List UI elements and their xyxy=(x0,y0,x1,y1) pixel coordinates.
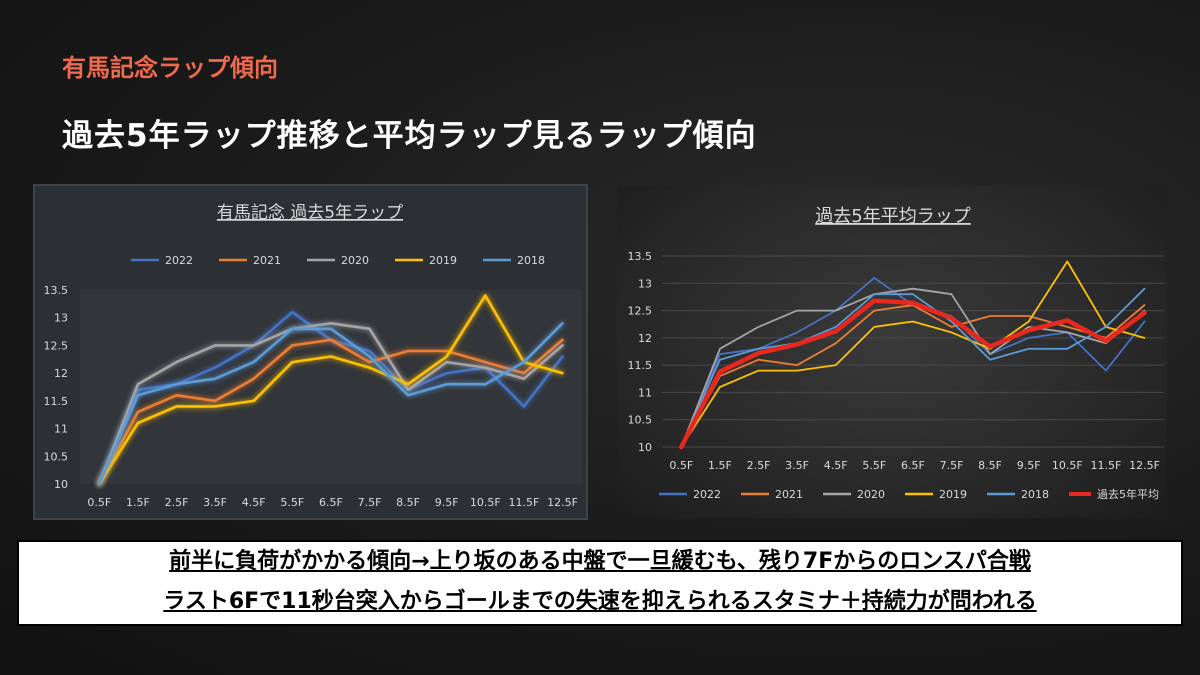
series-line-2019 xyxy=(98,294,564,486)
chart-title: 過去5年平均ラップ xyxy=(815,206,970,227)
x-tick-label-11: 11.5F xyxy=(508,496,539,509)
legend-label-2021: 2021 xyxy=(775,488,803,501)
legend-label-2019: 2019 xyxy=(429,254,457,267)
y-tick-label-3: 11.5 xyxy=(44,395,69,408)
x-tick-label-12: 12.5F xyxy=(1129,459,1160,472)
x-tick-label-5: 5.5F xyxy=(280,496,304,509)
x-tick-label-3: 3.5F xyxy=(785,459,809,472)
y-tick-label-5: 12.5 xyxy=(628,305,653,318)
x-tick-label-1: 1.5F xyxy=(708,459,732,472)
x-tick-label-12: 12.5F xyxy=(547,496,578,509)
y-tick-label-5: 12.5 xyxy=(44,339,69,352)
y-tick-label-0: 10 xyxy=(638,441,652,454)
legend-label-2022: 2022 xyxy=(165,254,193,267)
series-line-2018 xyxy=(680,287,1146,448)
y-tick-label-2: 11 xyxy=(54,423,68,436)
x-tick-label-5: 5.5F xyxy=(862,459,886,472)
y-tick-label-1: 10.5 xyxy=(44,450,69,463)
legend-label-2018: 2018 xyxy=(517,254,545,267)
y-tick-label-2: 11 xyxy=(638,386,652,399)
x-tick-label-4: 4.5F xyxy=(824,459,848,472)
x-tick-label-8: 8.5F xyxy=(978,459,1002,472)
x-tick-label-2: 2.5F xyxy=(747,459,771,472)
y-tick-label-3: 11.5 xyxy=(628,359,653,372)
series-line-2019 xyxy=(680,260,1146,448)
x-tick-label-6: 6.5F xyxy=(901,459,925,472)
x-tick-label-0: 0.5F xyxy=(669,459,693,472)
legend-label-2021: 2021 xyxy=(253,254,281,267)
series-line-2018 xyxy=(98,322,564,486)
x-tick-label-0: 0.5F xyxy=(87,496,111,509)
legend-label-2018: 2018 xyxy=(1021,488,1049,501)
x-tick-label-10: 10.5F xyxy=(1052,459,1083,472)
x-tick-label-3: 3.5F xyxy=(203,496,227,509)
y-tick-label-7: 13.5 xyxy=(628,250,653,263)
chart-panel-average: 過去5年平均ラップ 10 10.5 11 11.5 12 12.5 13 13.5 0.5F 1.5… xyxy=(617,186,1167,518)
yearly-laps-chart: 有馬記念 過去5年ラップ 10 10.5 11 11.5 12 12.5 13 13.5 0.5F… xyxy=(44,202,582,509)
caption-box: 前半に負荷がかかる傾向→上り坂のある中盤で一旦緩むも、残り7Fからのロンスパ合戦… xyxy=(17,540,1183,626)
legend-label-average: 過去5年平均 xyxy=(1097,487,1159,501)
x-tick-label-8: 8.5F xyxy=(396,496,420,509)
x-tick-label-6: 6.5F xyxy=(319,496,343,509)
x-tick-label-10: 10.5F xyxy=(470,496,501,509)
y-tick-label-6: 13 xyxy=(638,277,652,290)
y-tick-label-4: 12 xyxy=(54,367,68,380)
caption-line-1: 前半に負荷がかかる傾向→上り坂のある中盤で一旦緩むも、残り7Fからのロンスパ合戦 xyxy=(169,549,1031,574)
series-line-average xyxy=(679,298,1147,450)
chart-panel-yearly: 有馬記念 過去5年ラップ 10 10.5 11 11.5 12 12.5 13 13.5 0.5F… xyxy=(33,184,588,520)
y-tick-label-1: 10.5 xyxy=(628,414,653,427)
series-line-2020 xyxy=(680,287,1146,448)
y-tick-label-4: 12 xyxy=(638,332,652,345)
x-tick-label-9: 9.5F xyxy=(1017,459,1041,472)
x-tick-label-7: 7.5F xyxy=(358,496,382,509)
legend: 2022 2021 2020 2019 2018 xyxy=(131,254,545,267)
x-tick-label-7: 7.5F xyxy=(940,459,964,472)
page-subtitle: 有馬記念ラップ傾向 xyxy=(62,54,278,82)
page-title: 過去5年ラップ推移と平均ラップ見るラップ傾向 xyxy=(62,118,757,154)
chart-title: 有馬記念 過去5年ラップ xyxy=(217,202,403,223)
y-tick-label-7: 13.5 xyxy=(44,284,69,297)
legend-label-2020: 2020 xyxy=(341,254,369,267)
average-laps-chart: 過去5年平均ラップ 10 10.5 11 11.5 12 12.5 13 13.5 0.5F 1.5… xyxy=(628,206,1164,501)
legend-label-2022: 2022 xyxy=(693,488,721,501)
series-line-2021 xyxy=(98,338,564,486)
x-tick-label-9: 9.5F xyxy=(435,496,459,509)
legend-label-2020: 2020 xyxy=(857,488,885,501)
legend-label-2019: 2019 xyxy=(939,488,967,501)
x-tick-label-1: 1.5F xyxy=(126,496,150,509)
series-line-2020 xyxy=(98,322,564,486)
y-tick-label-6: 13 xyxy=(54,312,68,325)
x-tick-label-2: 2.5F xyxy=(165,496,189,509)
x-tick-label-4: 4.5F xyxy=(242,496,266,509)
x-tick-label-11: 11.5F xyxy=(1090,459,1121,472)
y-tick-label-0: 10 xyxy=(54,478,68,491)
legend: 2022 2021 2020 2019 2018 過去5年平均 xyxy=(659,487,1159,501)
caption-line-2: ラスト6Fで11秒台突入からゴールまでの失速を抑えられるスタミナ＋持続力が問われ… xyxy=(163,589,1037,614)
